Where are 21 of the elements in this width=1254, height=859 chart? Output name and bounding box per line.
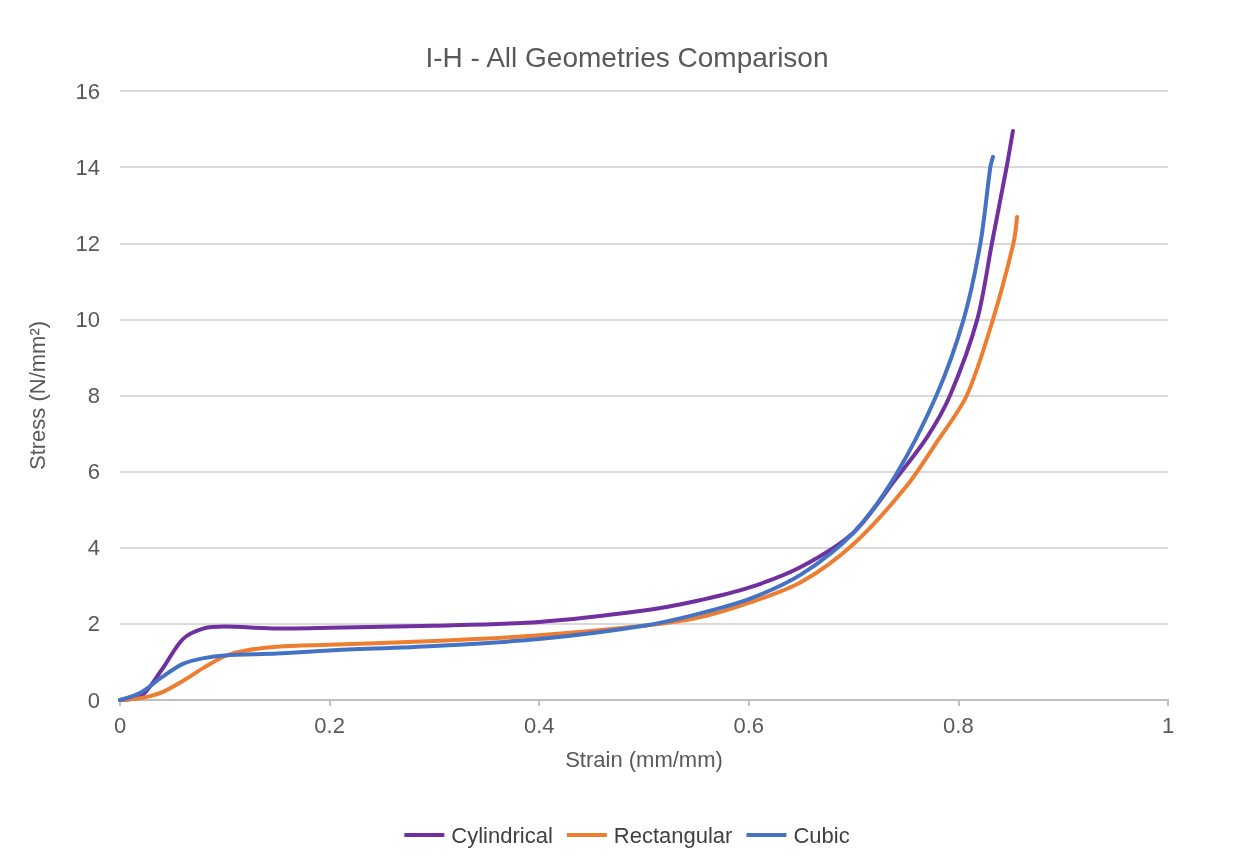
- x-tick-label: 0: [113, 712, 127, 738]
- y-tick-label: 12: [75, 230, 100, 256]
- chart-title: I-H - All Geometries Comparison: [425, 41, 829, 73]
- y-tick-label: 0: [87, 687, 100, 713]
- x-tick-label: 1: [1161, 712, 1175, 738]
- x-tick-label: 0.6: [733, 712, 765, 738]
- x-tick-label: 0.2: [314, 712, 345, 738]
- y-tick-label: 2: [87, 611, 100, 637]
- y-tick-label: 6: [87, 459, 100, 485]
- y-tick-label: 4: [87, 535, 100, 561]
- legend-label: Rectangular: [613, 822, 733, 848]
- y-tick-label: 16: [75, 78, 100, 104]
- y-tick-label: 8: [87, 383, 100, 408]
- x-tick-label: 0.8: [943, 712, 974, 738]
- y-tick-label: 14: [75, 154, 100, 180]
- x-axis-title: Strain (mm/mm): [565, 746, 723, 772]
- legend-label: Cubic: [793, 822, 850, 848]
- y-tick-label: 10: [75, 306, 100, 332]
- y-axis-title: Stress (N/mm²): [24, 320, 50, 471]
- x-tick-label: 0.4: [523, 712, 555, 738]
- legend-label: Cylindrical: [451, 822, 553, 848]
